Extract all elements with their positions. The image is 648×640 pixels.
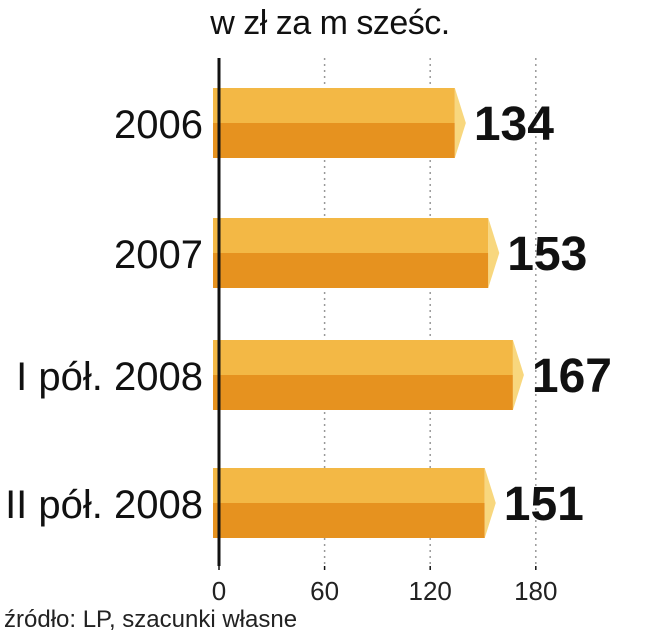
- bar-top-3: [213, 468, 485, 503]
- source-note: źródło: LP, szacunki własne: [4, 606, 298, 633]
- bar-top-1: [213, 218, 489, 253]
- category-label-0: 2006: [114, 103, 203, 147]
- x-tick-label-60: 60: [310, 576, 339, 606]
- bar-top-0: [213, 88, 455, 123]
- category-label-2: I pół. 2008: [16, 355, 203, 399]
- x-tick-label-120: 120: [409, 576, 452, 606]
- bar-top-2: [213, 340, 513, 375]
- bar-bottom-3: [213, 503, 485, 538]
- bar-cap-3: [484, 468, 496, 538]
- bar-bottom-0: [213, 123, 455, 158]
- chart-subtitle: w zł za m sześc.: [210, 4, 450, 42]
- bar-cap-1: [488, 218, 500, 288]
- bar-value-label-1: 153: [507, 228, 587, 281]
- bar-cap-2: [512, 340, 524, 410]
- bar-bottom-1: [213, 253, 489, 288]
- category-label-1: 2007: [114, 233, 203, 277]
- bar-cap-0: [454, 88, 466, 158]
- bar-value-label-2: 167: [532, 350, 612, 403]
- category-label-3: II pół. 2008: [5, 483, 203, 527]
- x-tick-label-180: 180: [514, 576, 557, 606]
- bar-bottom-2: [213, 375, 513, 410]
- bar-value-label-0: 134: [474, 98, 554, 151]
- x-tick-label-0: 0: [212, 576, 226, 606]
- bar-value-label-3: 151: [504, 478, 584, 531]
